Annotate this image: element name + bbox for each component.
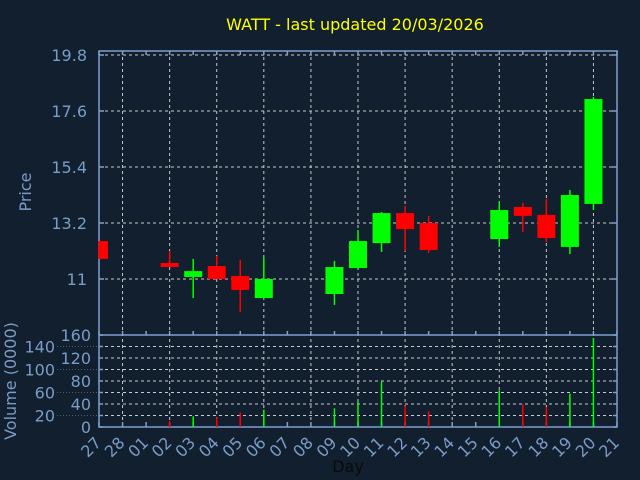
candle-body xyxy=(372,213,391,244)
volume-tick-label: 0 xyxy=(81,418,91,437)
candles xyxy=(98,97,603,313)
candle-body xyxy=(231,275,250,290)
price-tick-label: 15.4 xyxy=(51,158,87,177)
price-axis-label: Price xyxy=(16,172,35,211)
candle-body xyxy=(160,262,179,268)
volume-tick-label: 60 xyxy=(35,384,55,403)
price-tick-label: 11 xyxy=(67,270,87,289)
candle-body xyxy=(99,241,108,259)
volume-tick-label: 20 xyxy=(35,407,55,426)
price-tick-label: 19.8 xyxy=(51,46,87,65)
price-tick-label: 17.6 xyxy=(51,102,87,121)
candle-body xyxy=(349,241,367,269)
x-axis-label: Day xyxy=(332,457,364,476)
volume-tick-label: 140 xyxy=(24,338,55,357)
volume-axis-label: Volume (0000) xyxy=(1,322,20,440)
volume-tick-label: 40 xyxy=(71,395,91,414)
candle-body xyxy=(396,213,415,230)
volume-tick-label: 100 xyxy=(24,361,55,380)
candle-body xyxy=(560,195,579,247)
candle-body xyxy=(254,279,273,299)
candle-body xyxy=(513,206,532,216)
price-tick-label: 13.2 xyxy=(51,214,87,233)
volume-bars xyxy=(168,337,595,427)
candle-body xyxy=(184,271,203,277)
volume-tick-label: 80 xyxy=(71,372,91,391)
chart-title: WATT - last updated 20/03/2026 xyxy=(226,15,484,34)
candle-body xyxy=(325,267,344,295)
volume-tick-label: 120 xyxy=(60,349,91,368)
volume-tick-label: 160 xyxy=(60,326,91,345)
candle-body xyxy=(490,210,509,240)
candle-body xyxy=(584,99,603,204)
candle-body xyxy=(207,266,226,279)
candle-body xyxy=(537,214,556,239)
candle-body xyxy=(419,223,438,250)
